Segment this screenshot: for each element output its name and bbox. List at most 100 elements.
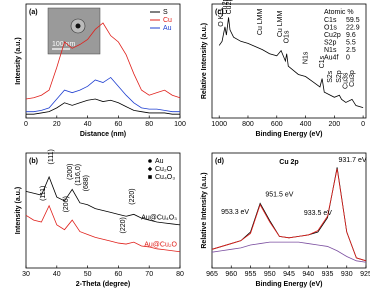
data-line bbox=[26, 76, 180, 113]
annotation: (111) bbox=[48, 149, 55, 164]
table-cell: 0 bbox=[346, 54, 350, 61]
x-tick-label: 800 bbox=[242, 121, 254, 128]
table-cell: Cu2p bbox=[324, 32, 341, 39]
x-tick-label: 50 bbox=[84, 271, 92, 278]
panel-label: (c) bbox=[215, 9, 224, 16]
x-tick-label: 100 bbox=[174, 121, 186, 128]
annotation: (200) bbox=[67, 163, 74, 179]
legend-label: Au bbox=[155, 158, 164, 165]
panel-label: (d) bbox=[215, 158, 224, 165]
x-tick-label: 960 bbox=[225, 271, 237, 278]
annotation: C1s bbox=[319, 55, 326, 68]
inset-core bbox=[75, 23, 81, 29]
x-tick-label: 965 bbox=[206, 271, 218, 278]
x-tick-label: 935 bbox=[322, 271, 334, 278]
x-axis-label: 2-Theta (degree) bbox=[76, 281, 130, 288]
x-tick-label: 0 bbox=[24, 121, 28, 128]
panel: 0 20 40 60 80 100 Distance (nm) Intensity (a.u.… bbox=[15, 3, 186, 138]
legend-marker bbox=[148, 159, 152, 163]
x-tick-label: 925 bbox=[360, 271, 370, 278]
y-axis-label: Relative Intensity (a.u.) bbox=[201, 23, 208, 99]
plot-frame bbox=[25, 3, 181, 119]
annotation: 953.3 eV bbox=[221, 209, 249, 216]
data-line bbox=[26, 98, 180, 115]
x-axis-label: Distance (nm) bbox=[80, 131, 126, 138]
data-line bbox=[25, 175, 181, 226]
table-cell: 2.5 bbox=[346, 47, 356, 54]
table-cell: O1s bbox=[324, 24, 337, 31]
legend-label: Cu₂O bbox=[155, 166, 173, 173]
legend-marker bbox=[148, 175, 152, 179]
chart-title: Cu 2p bbox=[279, 159, 298, 166]
annotation: S2s bbox=[327, 70, 334, 83]
x-tick-label: 200 bbox=[328, 121, 340, 128]
x-tick-label: 30 bbox=[22, 271, 30, 278]
data-line bbox=[25, 204, 181, 253]
x-tick-label: 70 bbox=[145, 271, 153, 278]
table-cell: 5.5 bbox=[346, 39, 356, 46]
panel-label: (b) bbox=[29, 158, 38, 165]
table-cell: N1s bbox=[324, 47, 337, 54]
data-line bbox=[25, 22, 181, 100]
x-tick-label: 930 bbox=[341, 271, 353, 278]
annotation: Cu2p3 bbox=[226, 0, 233, 14]
annotation: O KLL bbox=[218, 7, 225, 27]
x-tick-label: 1000 bbox=[211, 121, 227, 128]
x-tick-label: 60 bbox=[115, 271, 123, 278]
table-cell: S2p bbox=[324, 39, 337, 46]
plot-frame bbox=[211, 3, 367, 119]
annotation: 933.5 eV bbox=[304, 210, 332, 217]
data-line bbox=[211, 168, 367, 262]
x-tick-label: 945 bbox=[283, 271, 295, 278]
annotation: 931.7 eV bbox=[339, 157, 367, 164]
x-tick-label: 600 bbox=[271, 121, 283, 128]
y-axis-label: Relative Intensity (a.u.) bbox=[201, 172, 208, 248]
x-tick-label: 60 bbox=[115, 121, 123, 128]
x-axis-label: Binding Energy (eV) bbox=[256, 281, 323, 288]
x-axis-label: Binding Energy (eV) bbox=[256, 131, 323, 138]
annotation: N1s bbox=[302, 51, 309, 64]
legend-label: S bbox=[163, 9, 168, 16]
y-axis-label: Intensity (a.u.) bbox=[15, 37, 22, 84]
data-line bbox=[211, 241, 367, 263]
table-cell: 22.9 bbox=[346, 24, 360, 31]
annotation: Cu3s bbox=[342, 72, 349, 89]
table-cell: Au4f bbox=[324, 54, 338, 61]
legend-label: Cu₄O₃ bbox=[155, 174, 175, 181]
x-tick-label: 0 bbox=[361, 121, 365, 128]
annotation: (111) bbox=[40, 186, 47, 201]
x-tick-label: 40 bbox=[84, 121, 92, 128]
annotation: Cu LMM bbox=[257, 8, 264, 35]
x-tick-label: 940 bbox=[302, 271, 314, 278]
x-tick-label: 955 bbox=[245, 271, 257, 278]
legend-label: Au bbox=[163, 25, 172, 32]
panel: 965 960 955 950 945 940 935 930 925 Binding Energ… bbox=[201, 152, 370, 288]
x-tick-label: 20 bbox=[53, 121, 61, 128]
annotation: Cu LMM bbox=[277, 11, 284, 38]
table-title: Atomic % bbox=[324, 9, 354, 16]
annotation: (220) bbox=[129, 188, 136, 204]
x-tick-label: 400 bbox=[300, 121, 312, 128]
series-label: Au@Cu₂O bbox=[144, 242, 177, 249]
table-cell: 59.5 bbox=[346, 17, 360, 24]
legend-marker bbox=[147, 166, 153, 172]
annotation: S2p bbox=[336, 70, 343, 83]
legend-label: Cu bbox=[163, 17, 172, 24]
annotation: 951.5 eV bbox=[265, 192, 293, 199]
x-tick-label: 950 bbox=[264, 271, 276, 278]
data-line bbox=[218, 17, 364, 109]
annotation: Cu3p bbox=[349, 70, 356, 87]
annotation: (200) bbox=[63, 196, 70, 212]
plot-frame bbox=[25, 152, 181, 269]
table-cell: C1s bbox=[324, 17, 337, 24]
x-tick-label: 80 bbox=[145, 121, 153, 128]
annotation: O1s bbox=[284, 30, 291, 43]
annotation: (688) bbox=[83, 175, 90, 191]
table-cell: 9.6 bbox=[346, 32, 356, 39]
panel-label: (a) bbox=[29, 9, 38, 16]
x-tick-label: 40 bbox=[53, 271, 61, 278]
series-label: Au@Cu₄O₃ bbox=[141, 215, 177, 222]
annotation: (116,0) bbox=[75, 164, 82, 186]
panel: 1000 800 600 400 200 0 Binding Energy (eV) Rela… bbox=[201, 0, 367, 138]
